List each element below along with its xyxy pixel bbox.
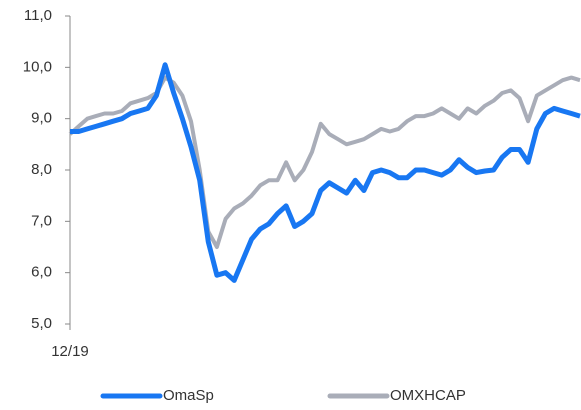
y-tick-label: 9,0 [31, 110, 52, 127]
y-tick-label: 8,0 [31, 161, 52, 178]
x-tick-label: 12/19 [51, 343, 89, 360]
y-tick-label: 7,0 [31, 212, 52, 229]
y-tick-label: 10,0 [23, 58, 52, 75]
y-tick-label: 6,0 [31, 264, 52, 281]
y-tick-label: 11,0 [24, 7, 52, 24]
line-series [68, 75, 581, 249]
legend-label: OmaSp [163, 387, 214, 404]
line-series [70, 62, 581, 283]
legend-label: OMXHCAP [390, 387, 466, 404]
y-tick-label: 5,0 [31, 315, 52, 332]
